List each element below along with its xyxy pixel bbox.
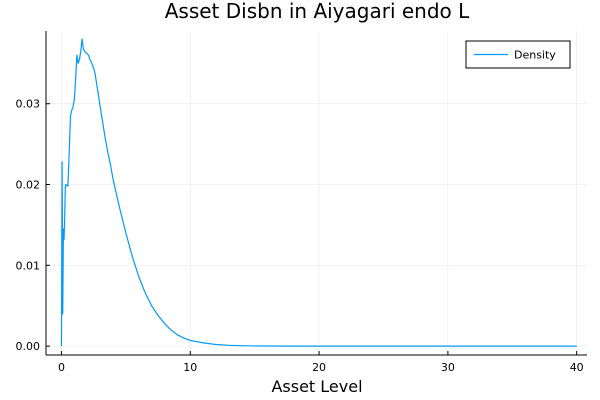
x-tick-label: 20 (312, 361, 326, 374)
series-line-density (60, 38, 577, 347)
x-tick-label: 30 (441, 361, 455, 374)
axis-layer (45, 31, 587, 356)
y-tick-label: 0.00 (16, 340, 41, 353)
legend-label-density: Density (514, 49, 556, 62)
y-tick-label: 0.01 (16, 259, 41, 272)
grid-layer (46, 31, 587, 355)
legend: Density (465, 40, 571, 69)
chart-title: Asset Disbn in Aiyagari endo L (165, 0, 470, 23)
x-tick-label: 0 (58, 361, 65, 374)
tick-layer: 0 10 20 30 40 0.00 0.01 0.02 0.03 (16, 98, 584, 374)
y-tick-label: 0.03 (16, 98, 41, 111)
series-layer (60, 38, 577, 347)
x-tick-label: 40 (570, 361, 584, 374)
y-tick-label: 0.02 (16, 179, 41, 192)
x-tick-label: 10 (183, 361, 197, 374)
x-axis-label: Asset Level (271, 377, 362, 396)
